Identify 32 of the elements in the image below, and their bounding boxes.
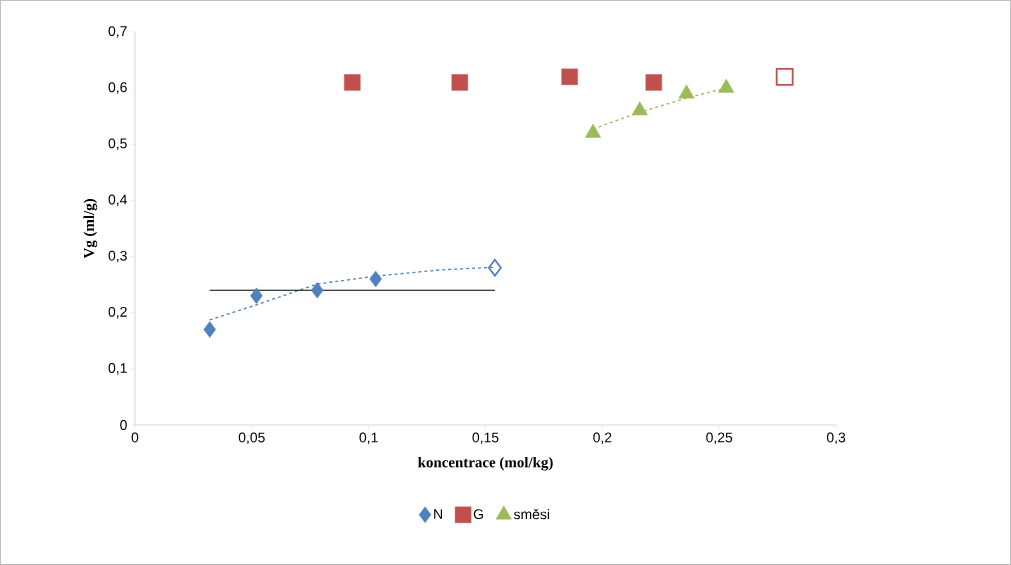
point: [250, 287, 263, 305]
x-tick-label: 0,25: [706, 432, 733, 445]
x-axis-title: koncentrace (mol/kg): [418, 456, 553, 471]
x-tick-label: 0,1: [359, 432, 378, 445]
point: [311, 282, 324, 299]
x-tick-label: 0: [131, 432, 139, 443]
point: [451, 74, 468, 91]
y-tick-label: 0: [120, 420, 127, 430]
point: [561, 68, 578, 86]
y-tick-label: 0,5: [108, 138, 127, 151]
y-tick-label: 0,6: [108, 82, 127, 94]
point: [631, 101, 648, 116]
y-tick-label: 0,3: [108, 250, 127, 263]
point: [645, 74, 662, 91]
x-tick-label: 0,3: [826, 432, 846, 445]
point: [344, 74, 361, 91]
y-axis-title: Vg (ml/g): [83, 199, 98, 259]
x-tick-label: 0,2: [593, 432, 612, 445]
point: [775, 67, 794, 86]
point: [678, 84, 695, 99]
x-tick-label: 0,05: [238, 432, 265, 445]
legend-label: G: [473, 509, 483, 520]
y-tick-label: 0,4: [108, 194, 127, 207]
legend-label: N: [434, 509, 442, 519]
y-tick-label: 0,1: [108, 363, 127, 375]
point: [487, 258, 502, 277]
point: [203, 321, 216, 338]
point: [369, 270, 382, 288]
y-tick-label: 0,7: [108, 26, 127, 38]
x-tick-label: 0,15: [472, 432, 499, 445]
legend-label: směsi: [513, 509, 550, 520]
y-tick-label: 0,2: [108, 306, 127, 319]
